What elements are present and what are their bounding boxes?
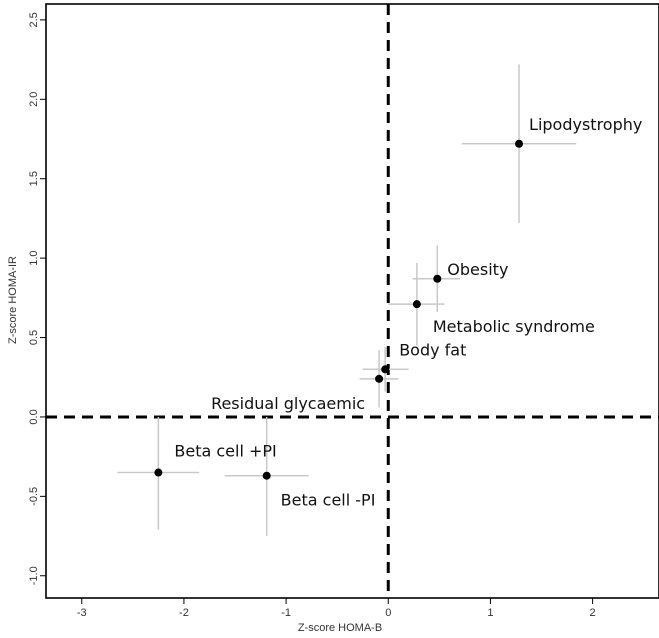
point-label-beta-cell-pi: Beta cell -PI	[281, 491, 376, 510]
data-points	[154, 139, 524, 480]
y-axis-ticks: -1.0 -0.5 0.0 0.5 1.0 1.5 2.0 2.5	[28, 12, 46, 585]
y-tick-label: 0.0	[28, 409, 40, 424]
x-tick-label: 0	[385, 607, 391, 619]
data-point-lipodystrophy	[515, 139, 524, 148]
y-tick-label: 0.5	[28, 330, 40, 345]
plot-frame	[45, 3, 659, 599]
y-tick-label: 2.0	[28, 92, 40, 107]
point-label-beta-cell-pi: Beta cell +PI	[174, 442, 276, 461]
x-tick-label: -2	[179, 607, 189, 619]
error-bars	[117, 64, 577, 537]
data-point-beta-cell-pi	[154, 468, 163, 477]
reference-lines	[46, 4, 659, 598]
y-tick-label: 1.5	[28, 171, 40, 186]
data-point-metabolic-syndrome	[412, 300, 421, 309]
y-tick-label: -0.5	[28, 487, 40, 506]
point-label-metabolic-syndrome: Metabolic syndrome	[433, 317, 595, 336]
point-label-body-fat: Body fat	[399, 340, 466, 359]
x-axis-title: Z-score HOMA-B	[298, 622, 382, 634]
y-tick-label: 1.0	[28, 250, 40, 265]
data-point-beta-cell-pi	[262, 471, 271, 480]
point-labels: Lipodystrophy Obesity Metabolic syndrome Bo…	[174, 115, 642, 510]
data-point-body-fat	[381, 365, 390, 374]
y-axis-title: Z-score HOMA-IR	[7, 256, 19, 344]
x-tick-label: 2	[590, 607, 596, 619]
data-point-residual-glycaemic	[375, 374, 384, 383]
x-tick-label: -1	[281, 607, 291, 619]
x-tick-label: 1	[487, 607, 493, 619]
point-label-residual-glycaemic: Residual glycaemic	[211, 394, 365, 413]
y-tick-label: -1.0	[28, 566, 40, 585]
data-point-obesity	[433, 274, 442, 283]
y-tick-label: 2.5	[28, 12, 40, 27]
x-tick-label: -3	[77, 607, 87, 619]
point-label-lipodystrophy: Lipodystrophy	[529, 115, 642, 134]
point-label-obesity: Obesity	[447, 260, 508, 279]
x-axis-ticks: -3 -2 -1 0 1 2	[77, 598, 596, 619]
